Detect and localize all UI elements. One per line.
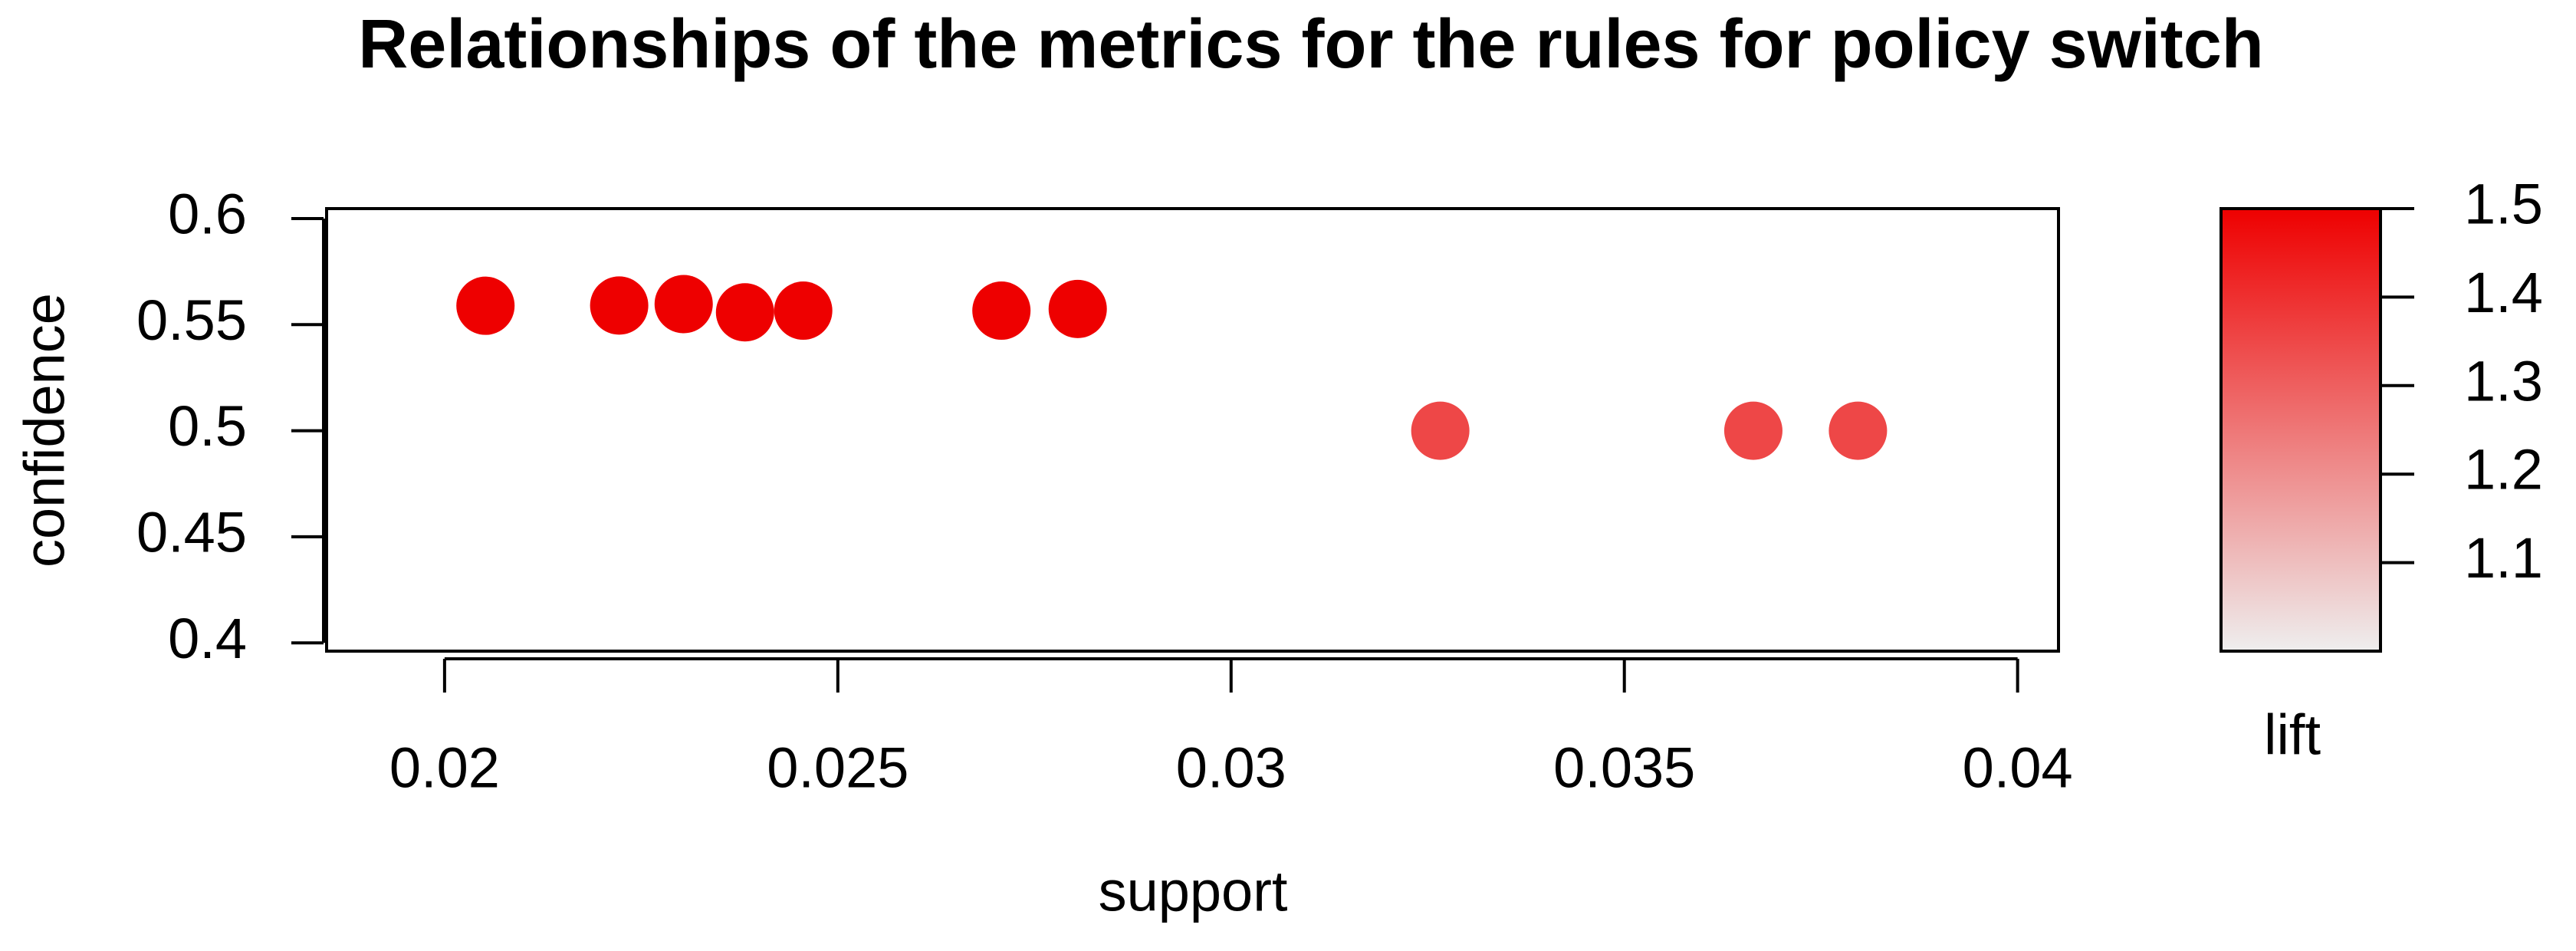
point xyxy=(1829,401,1888,460)
x-tick-label: 0.035 xyxy=(1553,736,1695,800)
y-tick-label: 0.6 xyxy=(168,183,247,246)
x-tick-label: 0.03 xyxy=(1176,736,1286,800)
y-tick-label: 0.45 xyxy=(136,500,247,564)
colorbar-tick-label: 1.1 xyxy=(2464,526,2543,590)
point xyxy=(1411,401,1470,460)
colorbar-label: lift xyxy=(2264,703,2321,767)
point xyxy=(1723,401,1783,460)
y-tick-label: 0.5 xyxy=(168,394,247,458)
point xyxy=(715,283,774,342)
point xyxy=(774,281,833,341)
colorbar-frame xyxy=(2220,207,2382,653)
point xyxy=(590,276,649,335)
x-tick-label: 0.02 xyxy=(389,736,500,800)
y-tick-label: 0.4 xyxy=(168,607,247,670)
colorbar xyxy=(2221,209,2380,651)
colorbar-tick-label: 1.4 xyxy=(2464,261,2543,324)
y-axis-label: confidence xyxy=(13,293,77,568)
plot-frame xyxy=(325,207,2060,653)
colorbar-tick-label: 1.5 xyxy=(2464,173,2543,236)
point xyxy=(1048,279,1107,338)
x-tick-label: 0.04 xyxy=(1963,736,2073,800)
x-tick-label: 0.025 xyxy=(767,736,909,800)
y-tick-label: 0.55 xyxy=(136,288,247,352)
point xyxy=(456,276,515,335)
point xyxy=(654,275,713,334)
colorbar-tick-label: 1.2 xyxy=(2464,438,2543,502)
x-axis-label: support xyxy=(1099,860,1288,923)
chart-title: Relationships of the metrics for the rul… xyxy=(358,6,2263,83)
colorbar-tick-label: 1.3 xyxy=(2464,349,2543,413)
point xyxy=(972,281,1031,341)
